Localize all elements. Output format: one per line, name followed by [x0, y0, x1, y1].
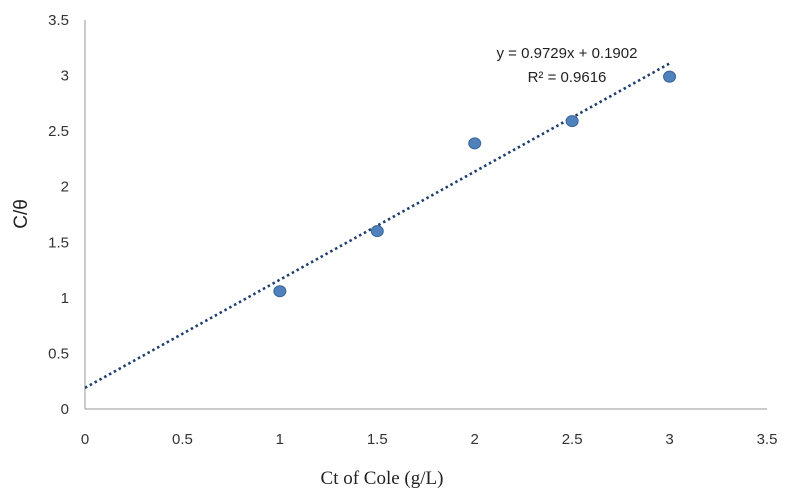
data-point: [468, 137, 482, 150]
x-tick-label: 0.5: [172, 431, 193, 448]
x-tick-labels: 0 0.5 1 1.5 2 2.5 3 3.5: [81, 431, 778, 448]
data-point: [663, 70, 677, 83]
y-tick-label: 0: [61, 401, 69, 418]
x-tick-label: 3.5: [757, 431, 778, 448]
data-points: [273, 70, 677, 298]
y-tick-label: 0.5: [48, 345, 69, 362]
y-tick-label: 1.5: [48, 234, 69, 251]
data-point: [273, 285, 287, 298]
y-tick-label: 3.5: [48, 12, 69, 29]
x-tick-label: 2.5: [562, 431, 583, 448]
x-tick-label: 0: [81, 431, 89, 448]
y-axis-title: C/θ: [11, 199, 32, 229]
trendline-r-squared: R² = 0.9616: [528, 69, 607, 86]
x-tick-label: 1.5: [367, 431, 388, 448]
y-tick-label: 3: [61, 68, 69, 85]
data-point: [370, 225, 384, 238]
x-axis-title: Ct of Cole (g/L): [321, 468, 444, 489]
trendline-equation: y = 0.9729x + 0.1902: [497, 45, 638, 62]
y-tick-label: 1: [61, 290, 69, 307]
data-point: [565, 115, 579, 128]
x-tick-label: 2: [471, 431, 479, 448]
x-tick-label: 3: [665, 431, 673, 448]
y-tick-label: 2: [61, 179, 69, 196]
y-tick-labels: 0 0.5 1 1.5 2 2.5 3 3.5: [48, 12, 69, 418]
x-tick-label: 1: [276, 431, 284, 448]
axes: [84, 20, 767, 410]
y-tick-label: 2.5: [48, 123, 69, 140]
